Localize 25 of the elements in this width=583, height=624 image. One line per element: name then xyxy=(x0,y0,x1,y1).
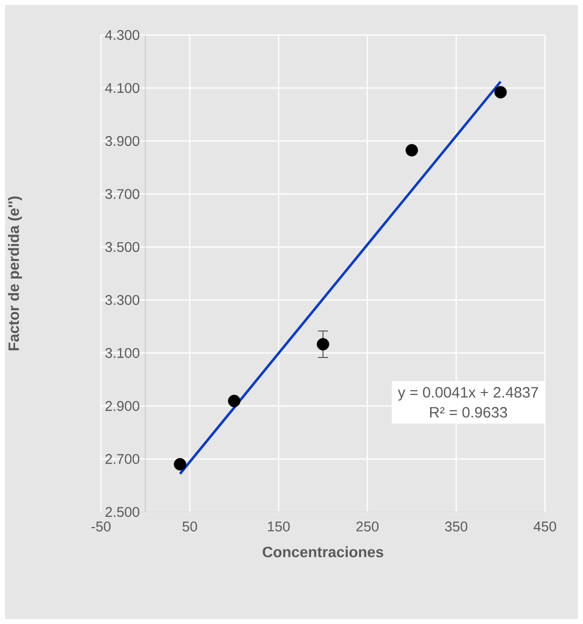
x-tick-label: -50 xyxy=(92,522,111,532)
point xyxy=(316,338,330,350)
y-tick-label: 3.900 xyxy=(105,136,140,146)
x-tick-label: 150 xyxy=(268,522,290,532)
x-tick-label: 450 xyxy=(534,522,556,532)
y-tick-label: 2.900 xyxy=(106,401,140,411)
annotation: R² = 0.9633 xyxy=(430,407,508,418)
y-tick-label: 3.500 xyxy=(105,242,140,252)
y-axis-title: Factor de perdida (e'') xyxy=(8,196,22,350)
annotation: y = 0.0041x + 2.4837 xyxy=(398,387,538,401)
y-tick-label: 2.700 xyxy=(106,454,140,464)
point xyxy=(494,86,507,98)
y-tick-label: 4.100 xyxy=(105,83,140,93)
y-tick-label: 3.100 xyxy=(105,348,140,358)
x-tick-label: 350 xyxy=(445,522,468,532)
y-tick-label: 3.300 xyxy=(105,295,140,305)
y-tick-label: 3.700 xyxy=(105,189,140,199)
y-tick-label: 2.500 xyxy=(106,507,140,517)
point xyxy=(406,144,418,156)
x-tick-label: 250 xyxy=(356,522,379,532)
point xyxy=(174,458,186,470)
point xyxy=(228,394,240,408)
y-tick-label: 4.300 xyxy=(105,30,140,40)
x-axis-title: Concentraciones xyxy=(262,546,384,558)
x-tick-label: 50 xyxy=(182,522,198,532)
